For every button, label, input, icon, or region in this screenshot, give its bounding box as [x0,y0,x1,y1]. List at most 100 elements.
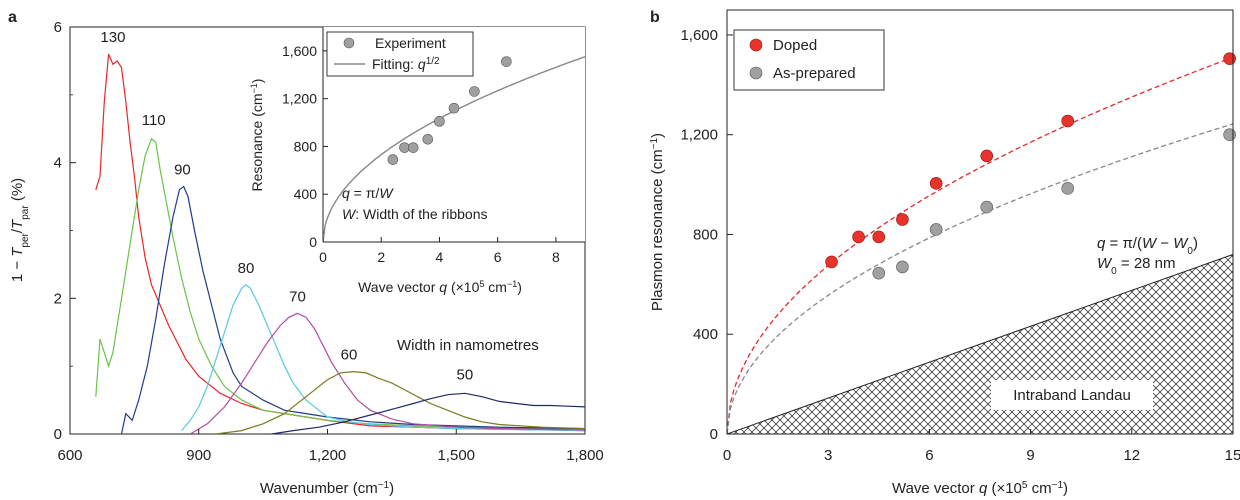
panel-a-xtick-label: 1,200 [309,447,347,464]
spectrum-90-label: 90 [174,161,191,178]
panel-a-ytick-label: 6 [54,19,62,36]
panel-b-xtick-label: 9 [1026,447,1034,464]
inset-legend-fit-label: Fitting: q1/2 [372,56,440,73]
spectrum-70-line [189,312,585,434]
spectrum-110-label: 110 [142,112,166,129]
panel-b-ytick-label: 400 [693,326,718,343]
inset-ytick-label: 1,600 [282,43,317,59]
panel-a-ytick-label: 0 [54,426,62,443]
inset-legend-experiment-label: Experiment [375,35,446,51]
panel-a-xtick-label: 1,800 [566,447,604,464]
panel-a-peak-labels: 130 110 90 80 70 60 50 [100,29,473,383]
as-prepared-point [896,260,909,274]
inset-experiment-point [501,56,512,67]
legend-as-prepared-marker [749,66,763,80]
inset-x-axis-title: Wave vector q (×105 cm−1) [358,279,522,295]
as-prepared-point [872,266,886,280]
panel-a-xtick-label: 600 [57,447,82,464]
doped-point [1223,52,1236,65]
spectrum-80-label: 80 [238,260,255,277]
doped-point [825,255,838,269]
spectrum-130-label: 130 [100,29,125,46]
doped-point [852,230,865,244]
inset-xtick-label: 8 [552,249,560,265]
panel-b-xtick-label: 15 [1225,447,1240,464]
inset-xtick-label: 4 [436,249,444,265]
spectrum-70-label: 70 [289,288,306,305]
panel-a-curves [95,53,585,434]
spectrum-90-line [120,185,585,434]
panel-b-ytick-label: 1,200 [680,127,718,144]
doped-point [929,177,943,190]
inset-legend-experiment-marker [343,37,355,49]
spectrum-50-line [271,392,585,434]
panel-b-points [825,52,1236,280]
inset-ytick-label: 400 [294,186,318,202]
landau-region [727,253,1233,434]
panel-b-ytick-label: 0 [710,426,718,443]
panel-b-xtick-label: 3 [824,447,832,464]
as-prepared-point [929,223,943,236]
panel-b-frame [726,9,1234,435]
inset-ytick-label: 1,200 [282,91,317,107]
doped-point [872,230,886,244]
panel-b-formula: q = π/(W − W0) [1097,235,1198,257]
panel-b-xtick-label: 12 [1123,447,1140,464]
inset-xtick-label: 0 [319,249,327,265]
spectrum-130-line [95,53,585,432]
inset-width-definition: W: Width of the ribbons [342,206,488,222]
doped-point [896,213,909,226]
panel-a-letter: a [8,9,17,26]
panel-b-ytick-label: 1,600 [680,27,718,44]
inset-experiment-point [469,86,480,97]
landau-region-label: Intraband Landau [1013,387,1131,404]
spectrum-80-line [181,284,585,432]
doped-point [1061,114,1075,128]
panel-b: b 0 3 6 9 12 15 0 400 800 1,200 1,600 Intraband La… [649,9,1240,497]
inset-experiment-point [387,154,399,165]
panel-b-letter: b [650,9,660,26]
panel-b-x-axis-title: Wave vector q (×105 cm−1) [892,480,1068,498]
inset-ytick-label: 0 [309,234,317,250]
panel-b-xtick-label: 6 [925,447,933,464]
legend-doped-label: Doped [773,37,817,54]
doped-point [980,149,994,163]
panel-a-inset: 0 2 4 6 8 0 400 800 1,200 1,600 Experiment Fittin… [249,27,585,295]
landau-region-area [727,253,1233,434]
legend-doped-marker [749,38,763,52]
panel-a-ytick-label: 4 [54,155,62,172]
panel-a-xtick-label: 1,500 [437,447,475,464]
doped-fit-line [727,56,1233,434]
panel-b-w0: W0 = 28 nm [1097,255,1176,277]
as-prepared-point [1223,128,1236,142]
as-prepared-point [980,200,994,214]
as-prepared-fit-line [727,123,1233,434]
panel-b-ticks: 0 3 6 9 12 15 0 400 800 1,200 1,600 [680,27,1240,464]
inset-y-axis-title: Resonance (cm−1) [249,79,265,192]
panel-a-x-axis-title: Wavenumber (cm−1) [260,480,394,498]
inset-experiment-point [407,142,419,153]
panel-b-ytick-label: 800 [693,226,718,243]
width-note: Width in namometres [397,337,539,354]
spectrum-60-line [215,370,585,434]
panel-a-xtick-label: 900 [186,447,211,464]
panel-b-fit-curves [727,56,1233,434]
as-prepared-point [1061,182,1075,195]
panel-a-ytick-label: 2 [54,290,62,307]
inset-experiment-point [422,133,434,145]
panel-b-y-axis-title: Plasmon resonance (cm−1) [649,133,667,311]
inset-ticks: 0 2 4 6 8 0 400 800 1,200 1,600 [282,43,560,265]
landau-label-bg [991,380,1153,410]
inset-experiment-point [448,102,460,114]
spectrum-50-label: 50 [456,366,473,383]
inset-formula: q = π/W [342,185,394,201]
inset-experiment-points [387,56,512,165]
spectrum-110-line [95,137,585,430]
legend-as-prepared-label: As-prepared [773,65,856,82]
spectrum-60-label: 60 [341,347,358,364]
inset-ytick-label: 800 [294,138,318,154]
inset-experiment-point [434,116,445,127]
